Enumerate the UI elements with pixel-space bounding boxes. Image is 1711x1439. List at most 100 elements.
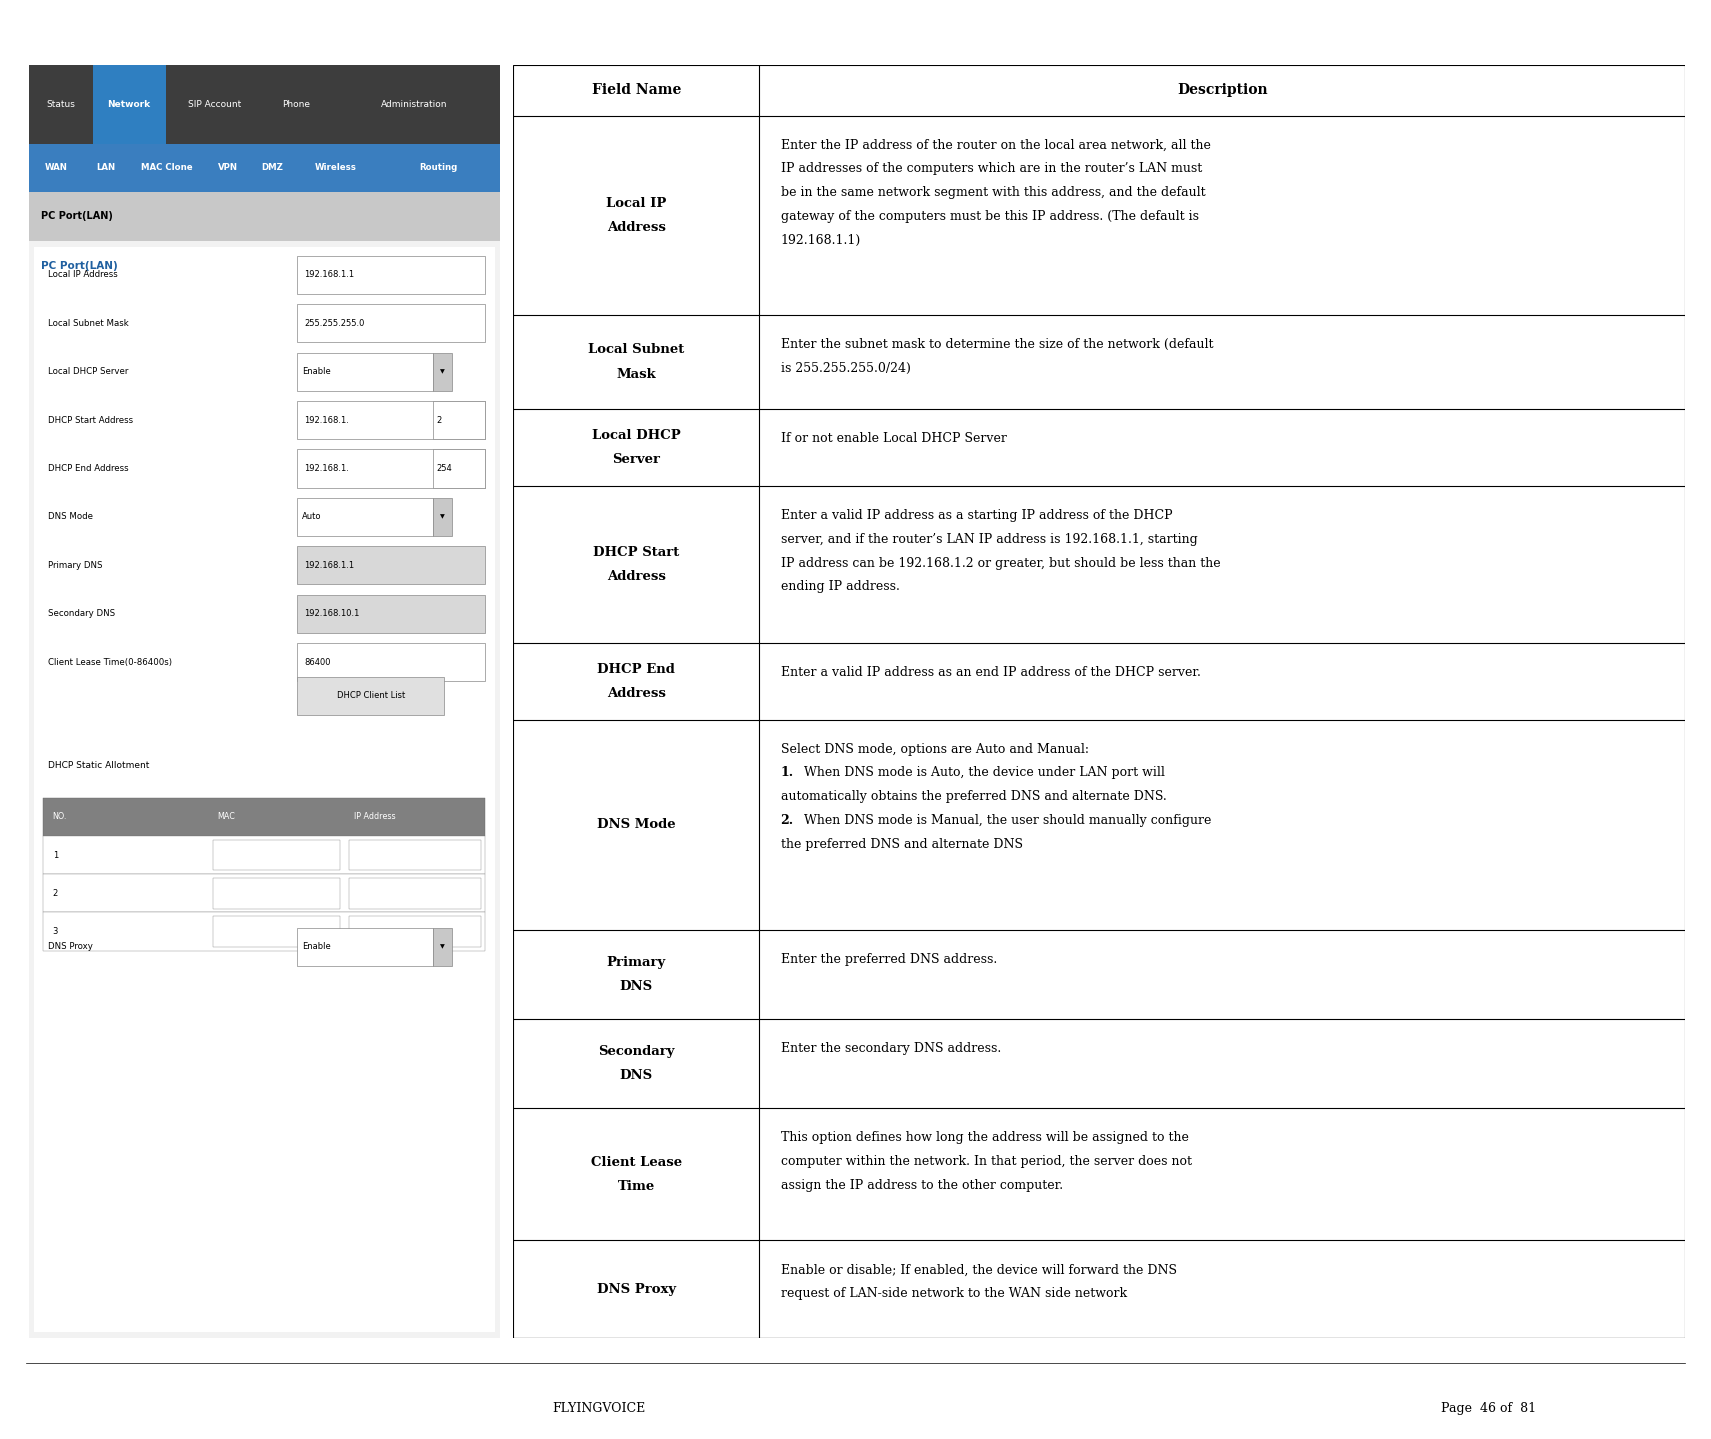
Text: DHCP Start Address: DHCP Start Address <box>48 416 133 425</box>
Bar <box>34 248 494 1333</box>
Text: 192.168.1.1: 192.168.1.1 <box>305 271 354 279</box>
Text: FLYINGVOICE: FLYINGVOICE <box>553 1402 645 1416</box>
Text: 192.168.1.: 192.168.1. <box>305 463 349 473</box>
Text: 1: 1 <box>53 850 58 859</box>
Bar <box>29 144 500 193</box>
Text: LAN: LAN <box>96 164 115 173</box>
Bar <box>433 449 486 488</box>
Text: ▼: ▼ <box>440 944 445 950</box>
Text: Routing: Routing <box>419 164 457 173</box>
Text: Mask: Mask <box>616 367 657 381</box>
Bar <box>263 65 329 144</box>
Text: IP address can be 192.168.1.2 or greater, but should be less than the: IP address can be 192.168.1.2 or greater… <box>780 557 1220 570</box>
Text: Local DHCP Server: Local DHCP Server <box>48 367 128 376</box>
Text: Server: Server <box>613 453 660 466</box>
Bar <box>298 643 486 681</box>
Text: Local DHCP: Local DHCP <box>592 429 681 442</box>
Text: is 255.255.255.0/24): is 255.255.255.0/24) <box>780 361 910 374</box>
Text: DNS: DNS <box>619 1069 654 1082</box>
Bar <box>433 401 486 439</box>
Bar <box>298 401 486 439</box>
Text: Select DNS mode, options are Auto and Manual:: Select DNS mode, options are Auto and Ma… <box>780 743 1088 755</box>
Bar <box>92 65 166 144</box>
Text: 254: 254 <box>436 463 452 473</box>
Text: Primary DNS: Primary DNS <box>48 561 103 570</box>
Text: ending IP address.: ending IP address. <box>780 580 900 593</box>
Text: DMZ: DMZ <box>262 164 284 173</box>
Text: Enable or disable; If enabled, the device will forward the DNS: Enable or disable; If enabled, the devic… <box>780 1263 1177 1276</box>
Text: Field Name: Field Name <box>592 83 681 98</box>
Text: DNS Mode: DNS Mode <box>597 819 676 832</box>
Text: MAC Clone: MAC Clone <box>140 164 193 173</box>
Bar <box>433 928 452 966</box>
Text: 86400: 86400 <box>305 658 330 666</box>
Text: Local Subnet Mask: Local Subnet Mask <box>48 319 128 328</box>
Text: SIP Account: SIP Account <box>188 99 241 109</box>
Text: 255.255.255.0: 255.255.255.0 <box>305 319 364 328</box>
Text: 192.168.10.1: 192.168.10.1 <box>305 609 359 619</box>
Text: request of LAN-side network to the WAN side network: request of LAN-side network to the WAN s… <box>780 1286 1126 1299</box>
Bar <box>212 840 340 871</box>
Bar <box>43 912 486 951</box>
Text: ▼: ▼ <box>440 370 445 374</box>
Text: DHCP Static Allotment: DHCP Static Allotment <box>48 761 149 770</box>
Text: DNS: DNS <box>619 980 654 993</box>
Text: be in the same network segment with this address, and the default: be in the same network segment with this… <box>780 186 1205 199</box>
Text: 192.168.1.1): 192.168.1.1) <box>780 233 861 246</box>
Text: DHCP Start: DHCP Start <box>594 545 679 558</box>
Text: Address: Address <box>607 570 666 583</box>
Text: Enable: Enable <box>303 367 330 376</box>
Bar <box>43 797 486 836</box>
Text: NO.: NO. <box>53 813 67 822</box>
Text: 2: 2 <box>436 416 441 425</box>
Text: Client Lease Time(0-86400s): Client Lease Time(0-86400s) <box>48 658 171 666</box>
Text: Enter the secondary DNS address.: Enter the secondary DNS address. <box>780 1042 1001 1055</box>
Bar <box>29 65 500 144</box>
Bar <box>298 353 433 391</box>
Text: computer within the network. In that period, the server does not: computer within the network. In that per… <box>780 1156 1191 1168</box>
Text: ▼: ▼ <box>440 514 445 519</box>
Text: Network: Network <box>108 99 151 109</box>
Text: When DNS mode is Auto, the device under LAN port will: When DNS mode is Auto, the device under … <box>801 767 1165 780</box>
Bar <box>212 878 340 908</box>
Bar <box>433 498 452 535</box>
Text: DNS Proxy: DNS Proxy <box>597 1282 676 1297</box>
Text: Enter the preferred DNS address.: Enter the preferred DNS address. <box>780 953 998 966</box>
Bar <box>349 840 481 871</box>
Text: Auto: Auto <box>303 512 322 521</box>
Text: This option defines how long the address will be assigned to the: This option defines how long the address… <box>780 1131 1189 1144</box>
Text: Enter a valid IP address as an end IP address of the DHCP server.: Enter a valid IP address as an end IP ad… <box>780 666 1201 679</box>
Text: Administration: Administration <box>380 99 447 109</box>
Bar <box>29 240 500 1338</box>
Text: Primary: Primary <box>607 955 666 968</box>
Text: Enter a valid IP address as a starting IP address of the DHCP: Enter a valid IP address as a starting I… <box>780 509 1172 522</box>
Bar <box>349 917 481 947</box>
Text: 3: 3 <box>53 927 58 935</box>
Bar <box>43 836 486 875</box>
Bar <box>43 875 486 912</box>
Text: 2: 2 <box>53 889 58 898</box>
Text: Enter the subnet mask to determine the size of the network (default: Enter the subnet mask to determine the s… <box>780 338 1213 351</box>
Text: Secondary: Secondary <box>599 1045 674 1058</box>
Text: IP addresses of the computers which are in the router’s LAN must: IP addresses of the computers which are … <box>780 163 1201 176</box>
Bar <box>166 65 263 144</box>
Text: DHCP End Address: DHCP End Address <box>48 463 128 473</box>
Text: Address: Address <box>607 686 666 699</box>
Text: When DNS mode is Manual, the user should manually configure: When DNS mode is Manual, the user should… <box>801 814 1211 827</box>
Bar <box>29 193 500 240</box>
Text: gateway of the computers must be this IP address. (The default is: gateway of the computers must be this IP… <box>780 210 1198 223</box>
Text: Address: Address <box>607 222 666 235</box>
Text: automatically obtains the preferred DNS and alternate DNS.: automatically obtains the preferred DNS … <box>780 790 1167 803</box>
Text: 1.: 1. <box>780 767 794 780</box>
Text: Local Subnet: Local Subnet <box>589 344 684 357</box>
Bar <box>298 256 486 294</box>
Bar <box>298 498 433 535</box>
Text: 2.: 2. <box>780 814 794 827</box>
Text: server, and if the router’s LAN IP address is 192.168.1.1, starting: server, and if the router’s LAN IP addre… <box>780 532 1198 545</box>
Text: Description: Description <box>1177 83 1268 98</box>
Text: Status: Status <box>46 99 75 109</box>
Text: Local IP: Local IP <box>606 197 667 210</box>
Bar <box>349 878 481 908</box>
Bar <box>298 304 486 342</box>
Text: Enable: Enable <box>303 943 330 951</box>
